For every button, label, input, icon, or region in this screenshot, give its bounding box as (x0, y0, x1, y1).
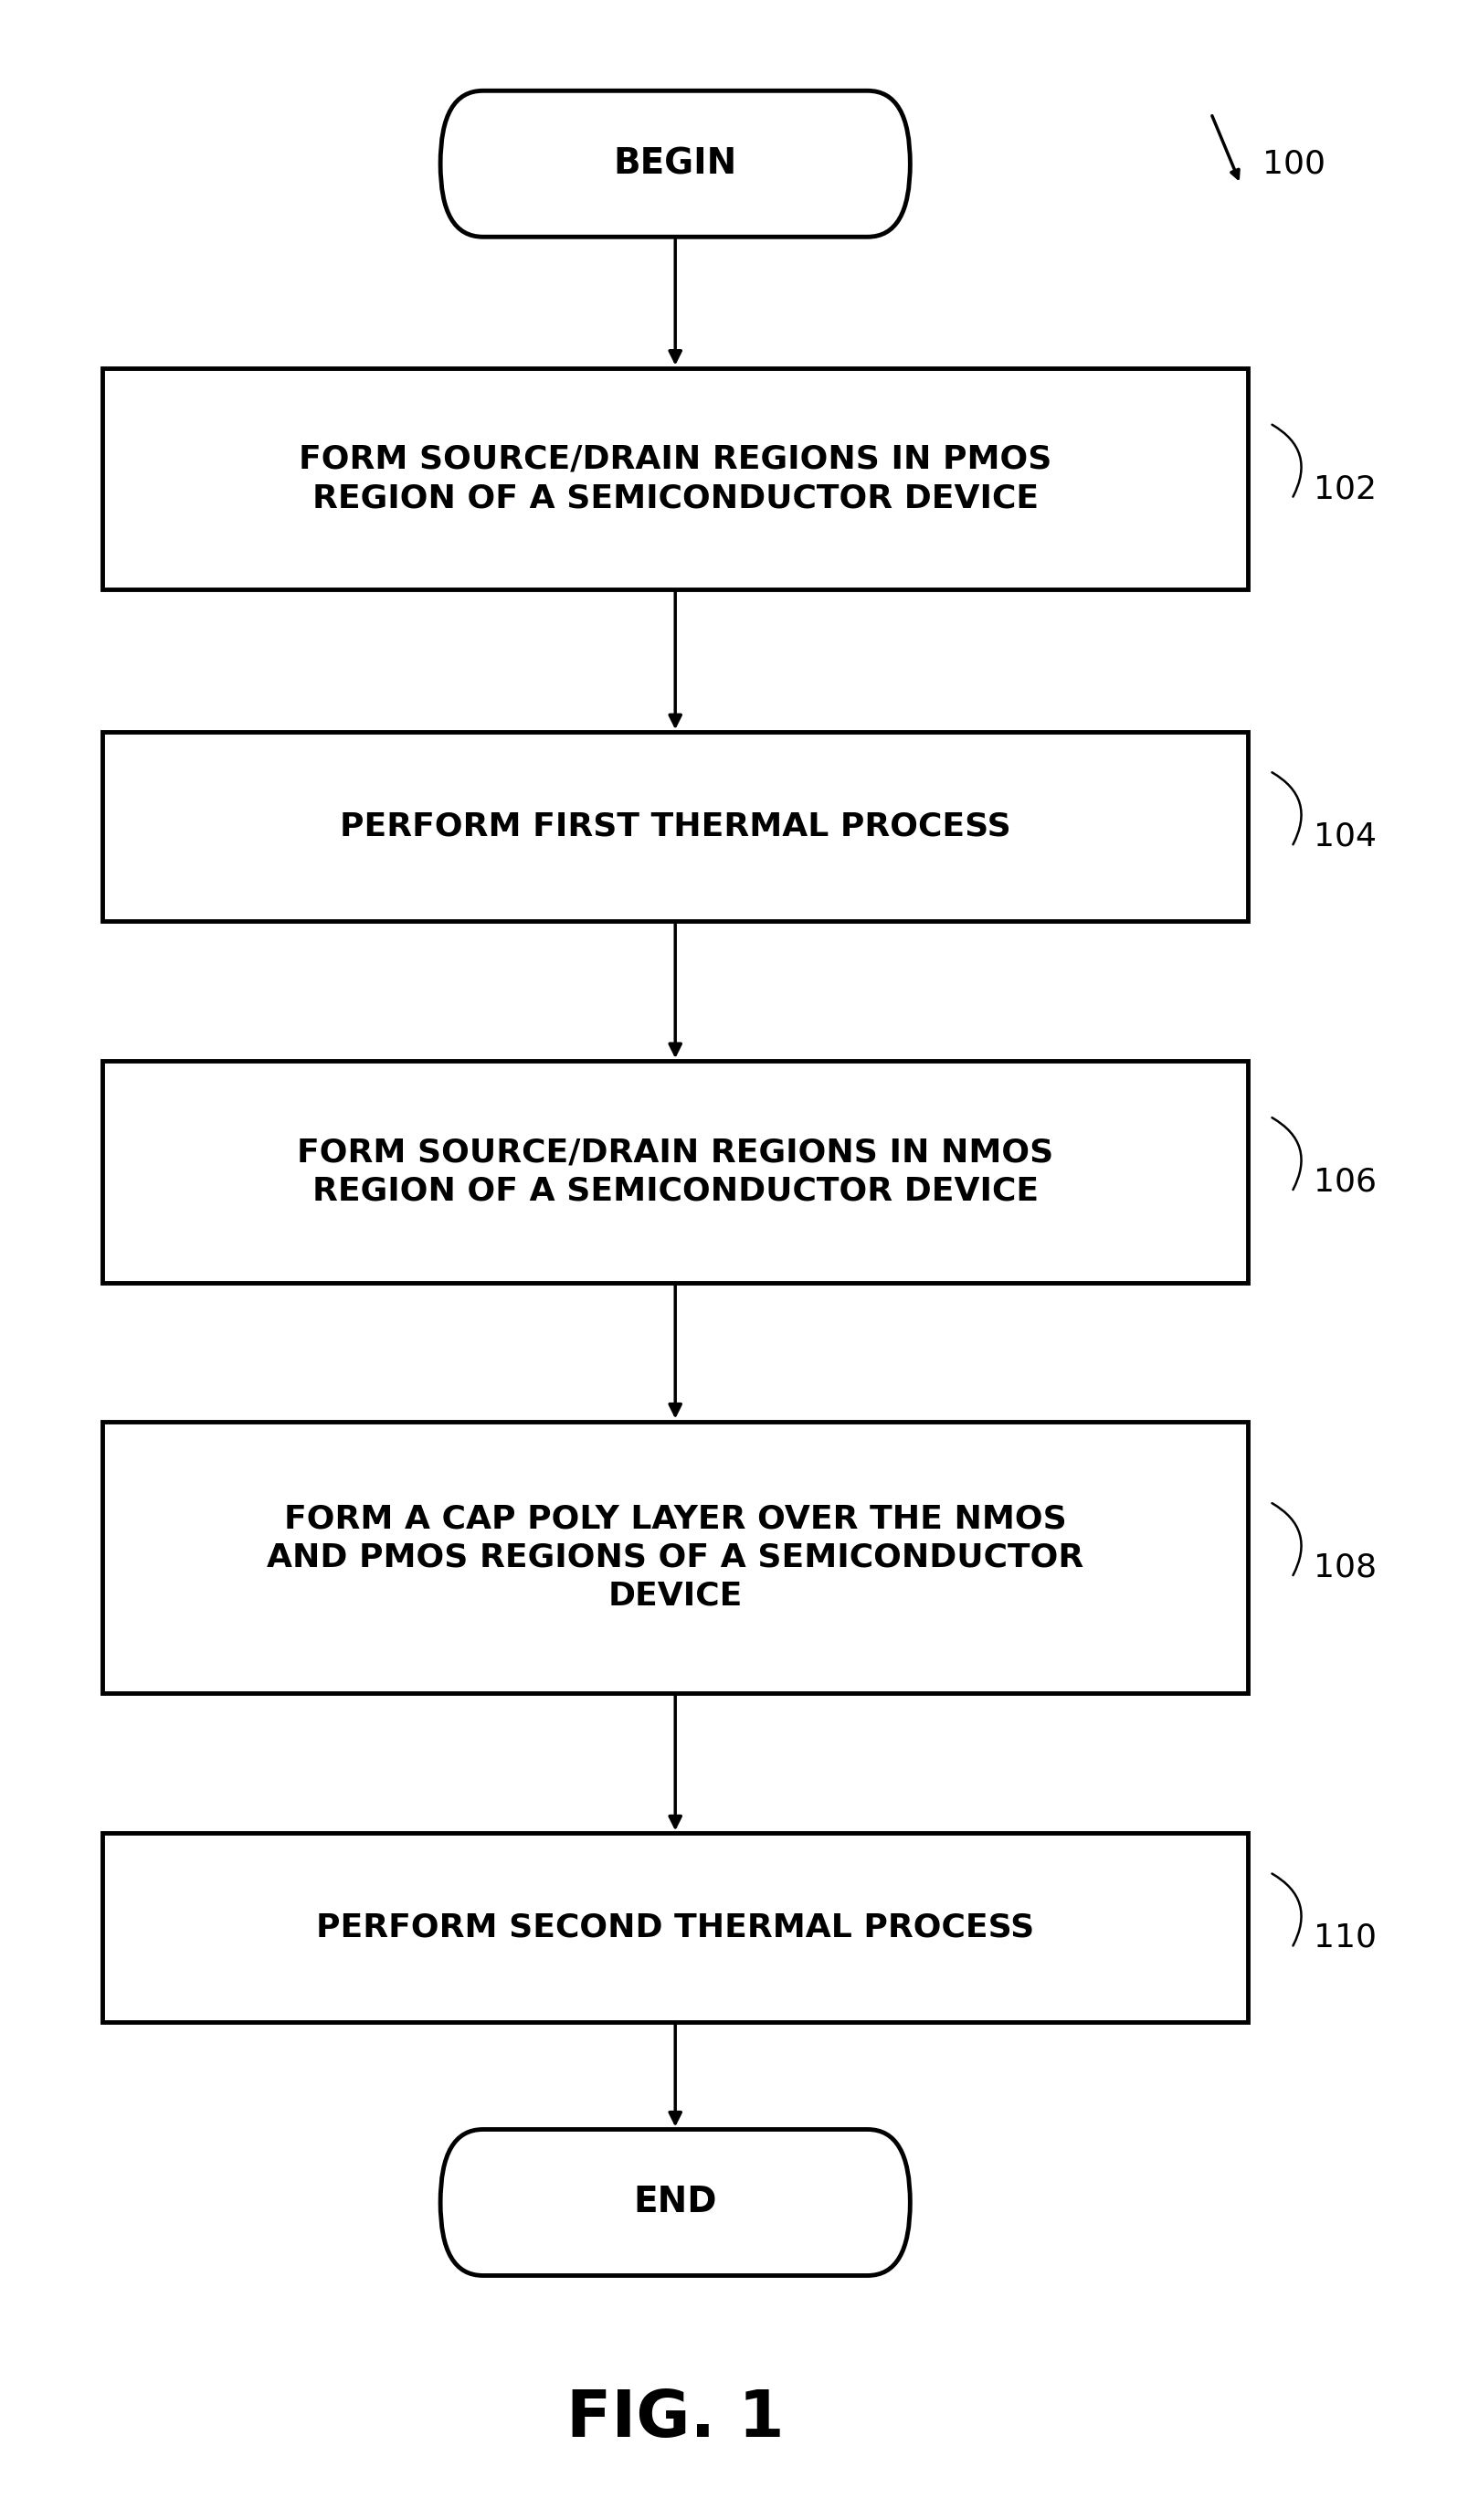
FancyBboxPatch shape (103, 368, 1248, 590)
FancyBboxPatch shape (103, 1421, 1248, 1693)
Text: FORM A CAP POLY LAYER OVER THE NMOS
AND PMOS REGIONS OF A SEMICONDUCTOR
DEVICE: FORM A CAP POLY LAYER OVER THE NMOS AND … (267, 1504, 1083, 1610)
FancyBboxPatch shape (103, 731, 1248, 920)
FancyBboxPatch shape (103, 1835, 1248, 2021)
Text: 110: 110 (1314, 1923, 1377, 1953)
FancyBboxPatch shape (440, 2129, 910, 2276)
FancyBboxPatch shape (440, 91, 910, 237)
Text: FORM SOURCE/DRAIN REGIONS IN NMOS
REGION OF A SEMICONDUCTOR DEVICE: FORM SOURCE/DRAIN REGIONS IN NMOS REGION… (297, 1137, 1054, 1207)
FancyBboxPatch shape (103, 1061, 1248, 1283)
Text: 108: 108 (1314, 1552, 1377, 1583)
Text: BEGIN: BEGIN (614, 146, 737, 181)
Text: 100: 100 (1262, 149, 1326, 179)
Text: FORM SOURCE/DRAIN REGIONS IN PMOS
REGION OF A SEMICONDUCTOR DEVICE: FORM SOURCE/DRAIN REGIONS IN PMOS REGION… (299, 444, 1051, 514)
Text: FIG. 1: FIG. 1 (567, 2386, 784, 2452)
Text: 104: 104 (1314, 822, 1377, 852)
Text: PERFORM SECOND THERMAL PROCESS: PERFORM SECOND THERMAL PROCESS (316, 1913, 1035, 1943)
Text: END: END (634, 2185, 716, 2220)
Text: 106: 106 (1314, 1167, 1377, 1197)
Text: PERFORM FIRST THERMAL PROCESS: PERFORM FIRST THERMAL PROCESS (339, 811, 1011, 842)
Text: 102: 102 (1314, 474, 1377, 504)
